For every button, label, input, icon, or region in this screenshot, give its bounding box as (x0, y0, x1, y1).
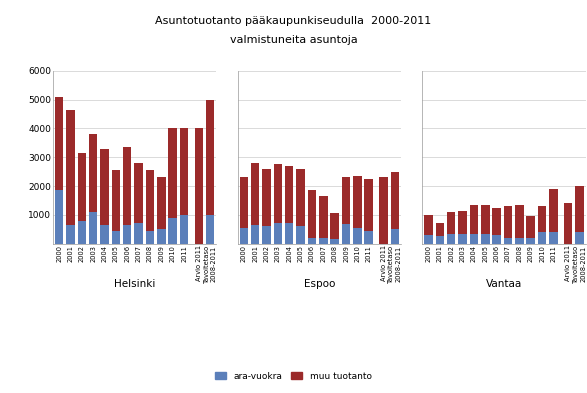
Bar (206, 215, 214, 244)
Bar (515, 205, 524, 238)
Bar (239, 177, 248, 228)
Bar (77, 153, 86, 220)
Bar (123, 225, 131, 244)
Bar (285, 166, 294, 224)
Bar (157, 229, 166, 244)
Bar (274, 224, 282, 244)
Bar (146, 231, 154, 244)
Bar (112, 231, 120, 244)
Bar (424, 215, 433, 235)
Bar (575, 186, 584, 232)
Bar (342, 176, 350, 224)
Bar (353, 176, 362, 228)
Bar (538, 232, 546, 244)
Bar (353, 228, 362, 244)
Bar (575, 232, 584, 244)
Bar (470, 233, 478, 244)
Bar (504, 206, 512, 238)
Bar (527, 216, 535, 238)
Bar (330, 213, 339, 239)
Bar (538, 206, 546, 232)
Bar (168, 129, 177, 218)
Text: valmistuneita asuntoja: valmistuneita asuntoja (230, 35, 357, 45)
Bar (492, 235, 501, 244)
Bar (77, 220, 86, 244)
Bar (308, 238, 316, 244)
Bar (239, 228, 248, 244)
Bar (296, 226, 305, 244)
Bar (470, 205, 478, 233)
Bar (194, 129, 203, 244)
Bar (390, 172, 399, 229)
Bar (157, 177, 166, 229)
Text: Asuntotuotanto pääkaupunkiseudulla  2000-2011: Asuntotuotanto pääkaupunkiseudulla 2000-… (156, 16, 431, 26)
Bar (458, 211, 467, 233)
Bar (365, 231, 373, 244)
Bar (330, 239, 339, 244)
Bar (549, 232, 558, 244)
Bar (447, 212, 456, 233)
Bar (564, 203, 572, 244)
Bar (527, 238, 535, 244)
Bar (342, 224, 350, 244)
Bar (89, 134, 97, 212)
Bar (89, 212, 97, 244)
Bar (504, 238, 512, 244)
Bar (123, 147, 131, 225)
Bar (251, 163, 259, 225)
Bar (379, 177, 388, 244)
Bar (251, 225, 259, 244)
Bar (319, 196, 328, 238)
Bar (390, 229, 399, 244)
Bar (549, 189, 558, 232)
Bar (262, 169, 271, 226)
Bar (481, 205, 490, 233)
Bar (206, 99, 214, 215)
Bar (515, 238, 524, 244)
Bar (100, 149, 109, 225)
Bar (458, 233, 467, 244)
Bar (206, 99, 214, 244)
Bar (66, 110, 75, 225)
Bar (134, 163, 143, 224)
Bar (436, 237, 444, 244)
Bar (274, 164, 282, 224)
Bar (168, 218, 177, 244)
Text: Helsinki: Helsinki (114, 279, 156, 289)
Bar (575, 186, 584, 244)
Bar (390, 172, 399, 244)
Bar (55, 190, 63, 244)
Bar (296, 169, 305, 226)
Bar (180, 215, 188, 244)
Bar (146, 170, 154, 231)
Bar (180, 129, 188, 215)
Bar (262, 226, 271, 244)
Bar (308, 190, 316, 238)
Bar (492, 208, 501, 235)
Bar (66, 225, 75, 244)
Legend: ara-vuokra, muu tuotanto: ara-vuokra, muu tuotanto (212, 368, 375, 385)
Bar (481, 233, 490, 244)
Text: Espoo: Espoo (303, 279, 335, 289)
Text: Vantaa: Vantaa (486, 279, 522, 289)
Bar (365, 179, 373, 231)
Bar (112, 170, 120, 231)
Bar (55, 97, 63, 190)
Bar (285, 224, 294, 244)
Bar (319, 238, 328, 244)
Bar (100, 225, 109, 244)
Bar (447, 233, 456, 244)
Bar (134, 224, 143, 244)
Bar (436, 224, 444, 237)
Bar (424, 235, 433, 244)
